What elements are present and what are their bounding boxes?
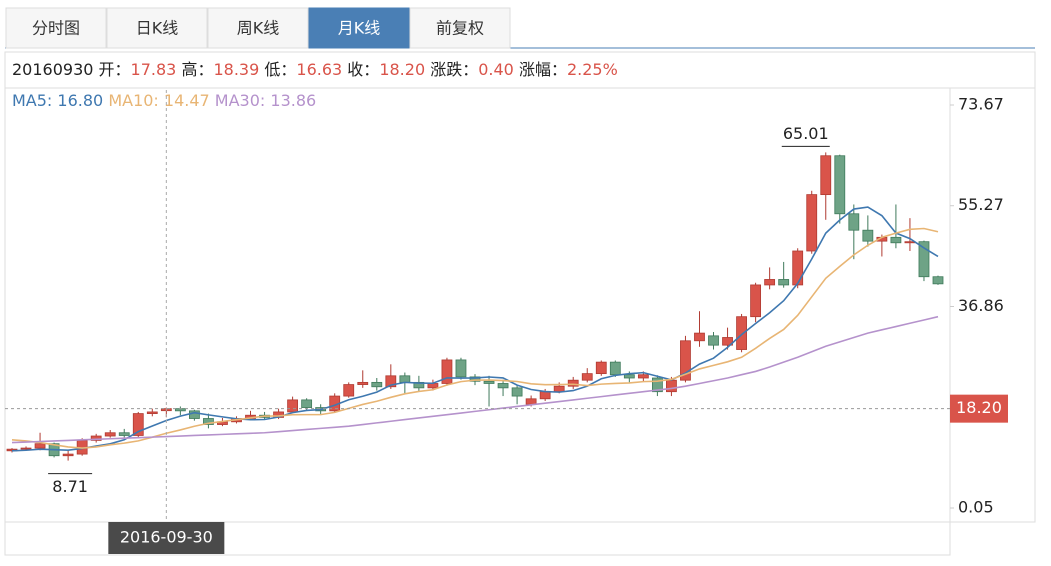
candle-body: [932, 276, 944, 285]
tab[interactable]: [409, 7, 511, 49]
tab-label[interactable]: 日K线: [136, 19, 179, 38]
quote-key: 低：: [264, 60, 296, 79]
quote-value: 18.20: [379, 60, 425, 79]
candle-body: [651, 377, 663, 393]
candle-body: [834, 155, 846, 215]
tab-label[interactable]: 分时图: [32, 19, 80, 38]
candle-body: [132, 413, 144, 436]
candle-body: [750, 284, 762, 318]
max-label: 65.01: [783, 124, 829, 143]
candle-body: [371, 381, 383, 388]
quote-key: 开：: [99, 60, 131, 79]
candle-body: [34, 443, 46, 449]
candle-body: [511, 387, 523, 397]
tab[interactable]: [106, 7, 208, 49]
candle-body: [357, 381, 369, 385]
candle-body: [427, 383, 439, 389]
candle-body: [666, 379, 677, 393]
min-label: 8.71: [52, 477, 88, 496]
y-tick-label: 36.86: [958, 296, 1004, 315]
candle-body: [680, 340, 691, 381]
candle-body: [890, 236, 902, 244]
legend-entry: MA30: 13.86: [215, 91, 316, 110]
tab[interactable]: [5, 7, 107, 49]
candle-body: [694, 332, 705, 342]
quote-value: 18.39: [213, 60, 259, 79]
tab-label[interactable]: 周K线: [237, 19, 280, 38]
candle-body: [736, 316, 747, 350]
candle-body: [623, 374, 635, 379]
quote-value: 0.40: [478, 60, 514, 79]
ma-legend: MA5: 16.80 MA10: 14.47 MA30: 13.86: [12, 91, 316, 110]
candle-body: [441, 359, 453, 384]
candle-body: [764, 279, 776, 286]
date-tag-label: 2016-09-30: [120, 528, 213, 547]
candle-body: [539, 391, 551, 400]
candle-body: [203, 418, 214, 425]
quote-line: 20160930 开：17.83 高：18.39 低：16.63 收：18.20…: [12, 60, 618, 79]
ma-line: [11, 315, 939, 444]
candle-body: [567, 379, 579, 387]
legend-entry: MA10: 14.47: [108, 91, 209, 110]
tab[interactable]: [207, 7, 309, 49]
price-tag: [950, 394, 1008, 423]
candle-body: [343, 384, 355, 397]
y-tick-label: 73.67: [958, 94, 1004, 113]
candle-body: [104, 432, 116, 437]
candle-body: [469, 376, 481, 382]
candle-body: [497, 383, 509, 389]
tab-label[interactable]: 前复权: [436, 19, 484, 38]
candle-body: [918, 241, 930, 278]
date-tag: [108, 522, 225, 554]
tab-label[interactable]: 月K线: [338, 19, 381, 38]
candle-body: [820, 155, 832, 196]
candle-body: [778, 279, 790, 286]
candle-body: [62, 453, 74, 457]
y-tick-label: 55.27: [958, 195, 1004, 214]
quote-value: 16.63: [296, 60, 342, 79]
candle-body: [455, 359, 467, 378]
candle-body: [483, 380, 495, 384]
quote-key: 高：: [181, 60, 213, 79]
axis-panel: [949, 87, 1036, 523]
candle-body: [708, 335, 719, 346]
candle-body: [806, 194, 818, 252]
candle-body: [385, 375, 397, 388]
candle-body: [637, 374, 649, 379]
quote-key: 收：: [347, 60, 379, 79]
candle-body: [118, 432, 130, 436]
candle-body: [525, 398, 537, 405]
candle-body: [399, 375, 411, 383]
legend-entry: MA5: 16.80: [12, 91, 103, 110]
quote-date: 20160930: [12, 60, 93, 79]
candle-body: [609, 361, 621, 376]
candle-body: [722, 337, 733, 346]
quote-value: 2.25%: [567, 60, 618, 79]
candle-body: [862, 229, 874, 242]
candle-body: [146, 411, 158, 414]
candle-body: [595, 361, 607, 375]
candle-body: [792, 250, 804, 286]
plot-area: [4, 87, 951, 523]
candle-body: [553, 385, 565, 393]
candle-body: [848, 213, 860, 231]
candle-body: [581, 373, 593, 381]
candle-body: [90, 435, 102, 441]
quote-key: 涨跌：: [430, 60, 478, 79]
candle-body: [287, 399, 299, 413]
price-tag-label: 18.20: [956, 398, 1002, 417]
quote-bar: [4, 51, 1036, 89]
candle-body: [20, 447, 32, 450]
candle-body: [301, 399, 313, 408]
y-tick-label: 0.05: [958, 498, 994, 517]
tab[interactable]: [308, 7, 410, 49]
quote-key: 涨幅：: [519, 60, 567, 79]
quote-value: 17.83: [131, 60, 177, 79]
